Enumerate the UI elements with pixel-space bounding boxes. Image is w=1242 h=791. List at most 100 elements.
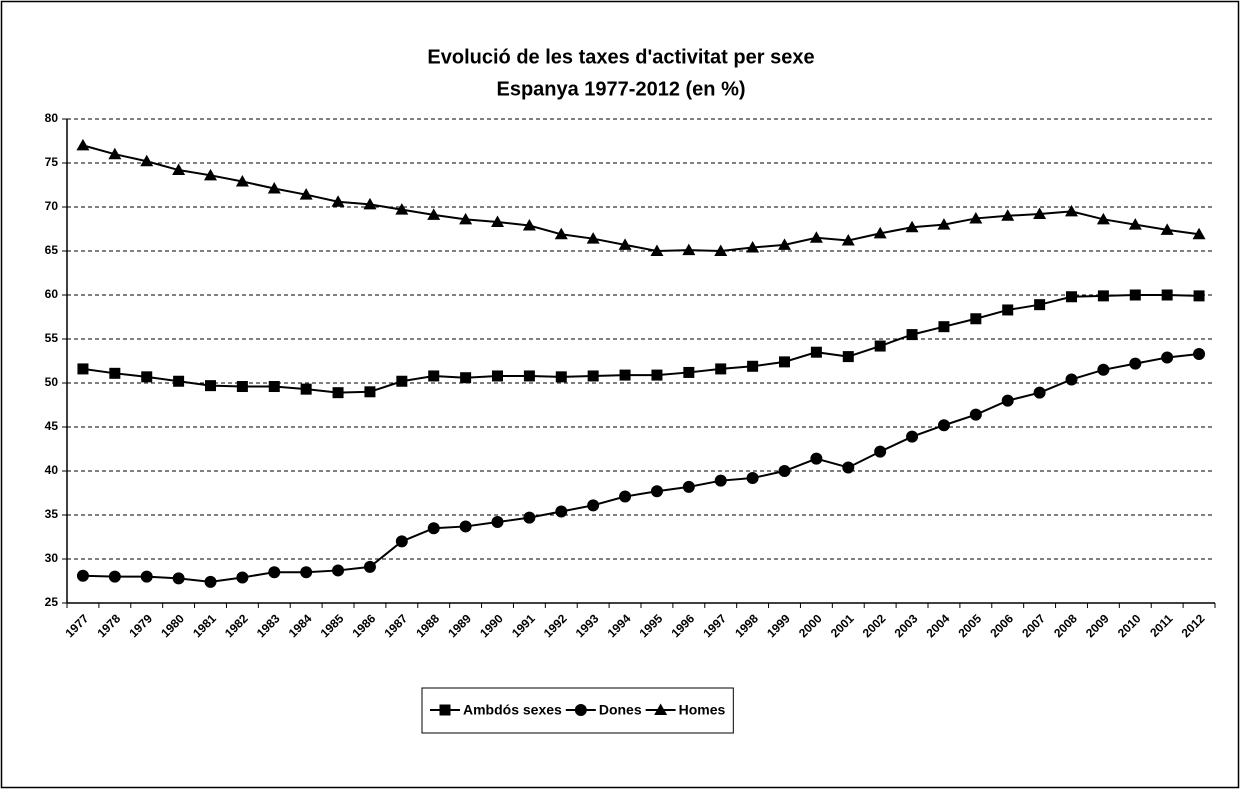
legend-marker	[439, 704, 451, 716]
data-point	[1096, 212, 1110, 225]
data-point	[619, 369, 631, 381]
data-point	[1193, 347, 1206, 360]
data-point	[299, 188, 313, 200]
data-point	[587, 370, 599, 382]
y-tick-label: 65	[45, 243, 59, 257]
data-point	[268, 566, 281, 579]
data-point	[76, 138, 90, 151]
data-point	[1001, 394, 1014, 407]
y-tick-label: 70	[45, 199, 59, 213]
data-point	[268, 381, 280, 393]
data-point	[905, 220, 919, 233]
data-point	[1034, 299, 1046, 311]
data-point	[937, 419, 950, 432]
data-point	[140, 570, 153, 583]
data-point	[395, 203, 409, 215]
data-point	[842, 351, 854, 363]
data-point	[1097, 290, 1109, 302]
data-point	[586, 232, 600, 244]
data-point	[172, 572, 185, 585]
y-tick-label: 50	[45, 375, 59, 389]
data-point	[140, 154, 154, 167]
data-point	[619, 490, 632, 503]
data-point	[1161, 289, 1173, 301]
data-point	[747, 360, 759, 372]
data-point	[172, 163, 186, 176]
data-point	[554, 227, 568, 240]
data-point	[173, 375, 185, 387]
data-point	[1193, 290, 1205, 302]
data-point	[204, 575, 217, 588]
data-point	[779, 356, 790, 368]
legend-label: Ambdós sexes	[463, 702, 562, 718]
legend-label: Dones	[599, 702, 642, 718]
data-point	[1129, 289, 1141, 301]
data-point	[810, 346, 822, 358]
data-point	[363, 560, 376, 573]
data-point	[810, 452, 823, 465]
data-point	[874, 445, 887, 458]
data-point	[1097, 363, 1110, 376]
data-point	[618, 238, 632, 250]
data-point	[204, 168, 217, 181]
data-point	[1129, 357, 1142, 370]
data-point	[715, 363, 727, 375]
series-line	[82, 144, 1200, 253]
data-point	[682, 480, 695, 493]
data-point	[523, 511, 536, 524]
legend-marker	[574, 704, 587, 716]
data-point	[746, 240, 760, 253]
data-point	[428, 370, 440, 382]
data-point	[714, 474, 727, 487]
data-point	[235, 174, 249, 187]
data-point	[651, 369, 663, 381]
data-point	[141, 371, 153, 383]
data-point	[427, 208, 441, 220]
data-point	[236, 381, 248, 393]
data-point	[555, 505, 568, 518]
legend: Ambdós sexes Dones Homes	[421, 687, 734, 734]
data-point	[491, 516, 504, 529]
data-point	[108, 570, 121, 583]
data-point	[395, 535, 408, 548]
data-point	[1065, 204, 1078, 217]
data-point	[76, 569, 89, 582]
y-tick-label: 25	[45, 595, 59, 609]
data-point	[778, 238, 791, 250]
data-point	[1033, 386, 1046, 399]
data-point	[937, 218, 951, 230]
data-point	[1033, 207, 1047, 220]
data-point	[523, 370, 535, 382]
y-tick-label: 35	[45, 507, 59, 521]
data-point	[969, 211, 983, 224]
y-tick-label: 40	[45, 463, 59, 477]
data-point	[650, 244, 664, 256]
data-point	[1161, 351, 1174, 364]
data-point	[683, 366, 695, 378]
data-point	[1192, 227, 1206, 240]
data-point	[459, 212, 473, 225]
data-point	[1065, 373, 1078, 386]
data-point	[746, 472, 759, 485]
data-point	[587, 499, 600, 512]
data-point	[873, 226, 887, 239]
data-point	[714, 244, 728, 256]
data-point	[267, 182, 281, 194]
data-point	[1066, 291, 1077, 303]
data-point	[522, 218, 536, 231]
data-point	[842, 461, 855, 474]
data-point	[364, 386, 376, 398]
data-point	[109, 367, 121, 379]
data-point	[332, 564, 345, 577]
data-point	[77, 363, 89, 375]
y-tick-label: 75	[45, 155, 59, 169]
data-point	[650, 485, 663, 498]
data-point	[460, 372, 472, 384]
data-point	[396, 375, 408, 387]
data-point	[1128, 218, 1142, 230]
data-point	[108, 147, 122, 160]
data-point	[874, 340, 886, 352]
y-tick-label: 60	[45, 287, 59, 301]
data-point	[205, 380, 216, 392]
